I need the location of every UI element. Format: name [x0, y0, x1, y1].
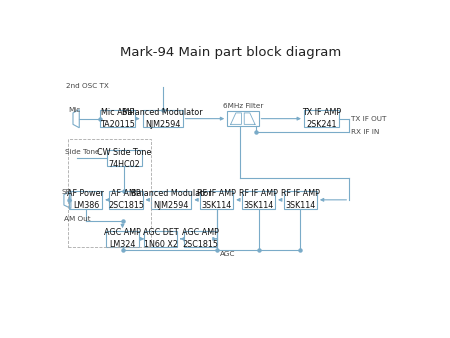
FancyBboxPatch shape	[107, 150, 142, 166]
FancyBboxPatch shape	[69, 191, 103, 209]
FancyBboxPatch shape	[304, 110, 339, 127]
Text: SP: SP	[61, 189, 70, 194]
Text: CW Side Tone
74HC02: CW Side Tone 74HC02	[97, 148, 152, 169]
FancyBboxPatch shape	[100, 110, 135, 127]
Text: AGC AMP
LM324: AGC AMP LM324	[104, 228, 141, 249]
Text: Balanced Modulator
NJM2594: Balanced Modulator NJM2594	[131, 189, 212, 210]
Text: 6MHz Filter: 6MHz Filter	[223, 103, 263, 109]
Text: Balanced Modulator
NJM2594: Balanced Modulator NJM2594	[122, 108, 203, 129]
FancyBboxPatch shape	[144, 231, 177, 247]
Text: Side Tone: Side Tone	[65, 149, 99, 155]
FancyBboxPatch shape	[106, 231, 139, 247]
Text: RF IF AMP
3SK114: RF IF AMP 3SK114	[197, 189, 236, 210]
FancyBboxPatch shape	[143, 110, 183, 127]
FancyBboxPatch shape	[227, 111, 259, 126]
FancyBboxPatch shape	[184, 231, 217, 247]
Text: RX IF IN: RX IF IN	[351, 129, 379, 135]
Text: TX IF AMP
2SK241: TX IF AMP 2SK241	[302, 108, 341, 129]
Text: Mark-94 Main part block diagram: Mark-94 Main part block diagram	[120, 46, 341, 59]
FancyBboxPatch shape	[284, 191, 317, 209]
FancyBboxPatch shape	[109, 191, 143, 209]
Text: Mic AMP
TA20115: Mic AMP TA20115	[100, 108, 135, 129]
Text: 2nd OSC TX: 2nd OSC TX	[66, 83, 109, 89]
Text: TX IF OUT: TX IF OUT	[351, 116, 386, 122]
Text: RF IF AMP
3SK114: RF IF AMP 3SK114	[239, 189, 278, 210]
FancyBboxPatch shape	[151, 191, 191, 209]
FancyBboxPatch shape	[242, 191, 275, 209]
Text: AM Out: AM Out	[64, 216, 90, 222]
Text: RF IF AMP
3SK114: RF IF AMP 3SK114	[281, 189, 320, 210]
Text: AGC: AGC	[220, 251, 236, 257]
Text: AF AMP
2SC1815: AF AMP 2SC1815	[108, 189, 144, 210]
Text: AF Power
LM386: AF Power LM386	[68, 189, 104, 210]
FancyBboxPatch shape	[200, 191, 233, 209]
Text: Mic: Mic	[68, 106, 80, 113]
Text: AGC AMP
2SC1815: AGC AMP 2SC1815	[182, 228, 219, 249]
Text: AGC DET
1N60 X2: AGC DET 1N60 X2	[143, 228, 179, 249]
